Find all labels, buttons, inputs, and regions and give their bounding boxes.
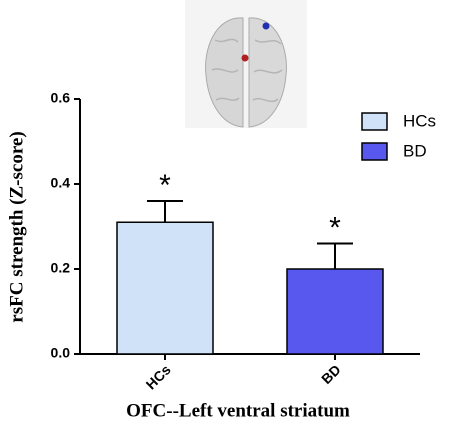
error-bar [147,200,183,223]
error-bar [317,242,353,269]
x-axis-title: OFC--Left ventral striatum [126,400,350,421]
y-tick-label: 0.4 [51,175,71,191]
legend-label: BD [403,141,427,160]
brain-image [185,0,307,128]
y-tick-label: 0.0 [51,345,71,361]
y-axis-title: rsFC strength (Z-score) [6,131,27,322]
bar [116,221,214,355]
legend-swatch [361,142,388,161]
x-tick-label: HCs [143,361,174,392]
y-tick-label: 0.2 [51,260,71,276]
legend-swatch [361,112,388,131]
legend-label: HCs [403,111,436,130]
x-tick-label: BD [318,361,344,387]
bar [286,268,384,355]
significance-mark: * [329,211,341,244]
y-tick-label: 0.6 [51,90,71,106]
significance-mark: * [159,169,171,202]
